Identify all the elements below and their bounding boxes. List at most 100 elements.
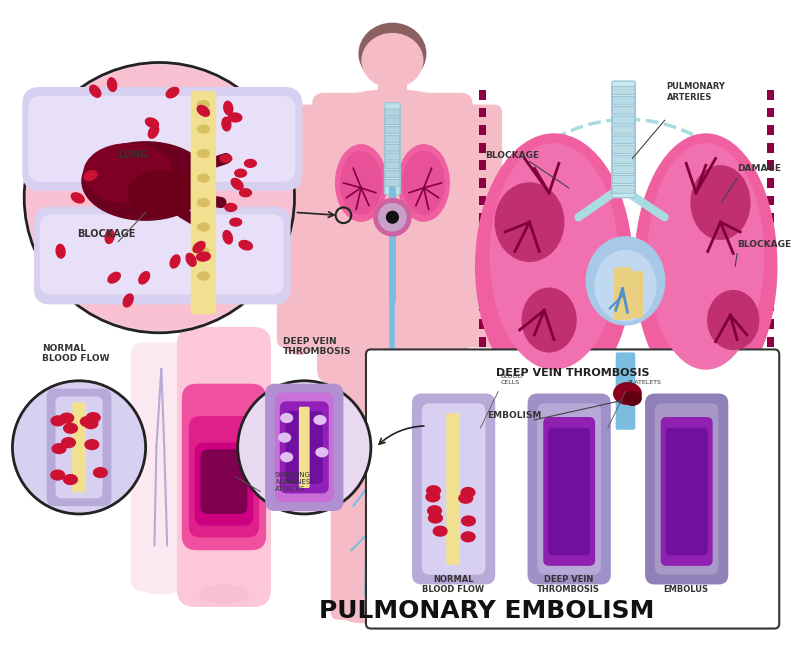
- FancyBboxPatch shape: [412, 393, 495, 585]
- FancyBboxPatch shape: [478, 213, 486, 223]
- FancyBboxPatch shape: [627, 271, 643, 318]
- FancyBboxPatch shape: [385, 467, 454, 620]
- Ellipse shape: [199, 585, 249, 603]
- FancyBboxPatch shape: [478, 266, 486, 276]
- FancyBboxPatch shape: [478, 160, 486, 171]
- FancyBboxPatch shape: [194, 443, 254, 526]
- FancyBboxPatch shape: [612, 146, 634, 154]
- Ellipse shape: [586, 237, 665, 325]
- Ellipse shape: [614, 382, 641, 404]
- FancyBboxPatch shape: [46, 389, 111, 506]
- FancyBboxPatch shape: [478, 231, 486, 241]
- Ellipse shape: [198, 125, 210, 133]
- Ellipse shape: [312, 90, 474, 158]
- Ellipse shape: [94, 468, 107, 477]
- FancyBboxPatch shape: [378, 84, 407, 112]
- FancyBboxPatch shape: [131, 342, 192, 591]
- Ellipse shape: [362, 34, 422, 87]
- FancyBboxPatch shape: [478, 249, 486, 258]
- Ellipse shape: [84, 171, 97, 181]
- Text: PLATELETS: PLATELETS: [627, 380, 662, 385]
- FancyBboxPatch shape: [478, 196, 486, 205]
- FancyBboxPatch shape: [478, 125, 486, 135]
- Ellipse shape: [142, 579, 181, 594]
- Ellipse shape: [231, 178, 243, 190]
- Ellipse shape: [374, 198, 411, 236]
- Ellipse shape: [429, 513, 442, 523]
- Ellipse shape: [139, 272, 150, 284]
- FancyBboxPatch shape: [766, 319, 774, 329]
- Ellipse shape: [225, 203, 237, 211]
- FancyBboxPatch shape: [284, 105, 334, 228]
- Ellipse shape: [107, 78, 117, 91]
- Ellipse shape: [341, 605, 390, 623]
- Text: LUNG: LUNG: [118, 151, 148, 160]
- FancyBboxPatch shape: [645, 393, 728, 585]
- FancyBboxPatch shape: [277, 205, 330, 348]
- Ellipse shape: [166, 87, 178, 98]
- FancyBboxPatch shape: [478, 372, 486, 382]
- FancyBboxPatch shape: [661, 417, 713, 566]
- Ellipse shape: [490, 144, 618, 369]
- FancyBboxPatch shape: [478, 178, 486, 188]
- FancyBboxPatch shape: [55, 397, 102, 498]
- Ellipse shape: [90, 85, 101, 98]
- Text: DEEP VEIN
THROMBOSIS: DEEP VEIN THROMBOSIS: [538, 575, 600, 594]
- Text: PULMONARY
ARTERIES: PULMONARY ARTERIES: [666, 82, 726, 101]
- Text: EMBOLUS: EMBOLUS: [664, 585, 709, 594]
- Text: PULMONARY EMBOLISM: PULMONARY EMBOLISM: [318, 599, 654, 623]
- FancyBboxPatch shape: [72, 402, 86, 492]
- FancyBboxPatch shape: [34, 207, 290, 304]
- Ellipse shape: [197, 105, 210, 116]
- FancyBboxPatch shape: [385, 180, 400, 187]
- Ellipse shape: [198, 150, 210, 158]
- Ellipse shape: [108, 273, 120, 283]
- FancyBboxPatch shape: [385, 127, 400, 134]
- Ellipse shape: [279, 433, 290, 442]
- FancyBboxPatch shape: [766, 425, 774, 435]
- Ellipse shape: [62, 438, 75, 448]
- Ellipse shape: [56, 244, 65, 258]
- FancyBboxPatch shape: [478, 337, 486, 346]
- FancyBboxPatch shape: [330, 467, 400, 620]
- Ellipse shape: [198, 198, 210, 207]
- FancyBboxPatch shape: [478, 425, 486, 435]
- Ellipse shape: [398, 145, 450, 221]
- FancyBboxPatch shape: [614, 267, 631, 320]
- Text: SWELLING
NUMBNESS
ATTACKS: SWELLING NUMBNESS ATTACKS: [275, 472, 314, 492]
- FancyBboxPatch shape: [612, 81, 635, 198]
- FancyBboxPatch shape: [766, 302, 774, 311]
- Circle shape: [13, 380, 146, 514]
- Ellipse shape: [462, 516, 475, 526]
- FancyBboxPatch shape: [366, 349, 779, 629]
- FancyBboxPatch shape: [385, 153, 400, 160]
- FancyBboxPatch shape: [317, 276, 468, 384]
- FancyBboxPatch shape: [612, 185, 634, 193]
- FancyBboxPatch shape: [766, 355, 774, 364]
- Ellipse shape: [82, 142, 210, 220]
- FancyBboxPatch shape: [478, 284, 486, 294]
- Ellipse shape: [198, 223, 210, 231]
- FancyBboxPatch shape: [766, 231, 774, 241]
- FancyBboxPatch shape: [312, 93, 473, 312]
- Text: DEEP VEIN THROMBOSIS: DEEP VEIN THROMBOSIS: [496, 368, 650, 378]
- FancyBboxPatch shape: [548, 428, 590, 555]
- Text: BLOCKAGE: BLOCKAGE: [737, 240, 791, 249]
- FancyBboxPatch shape: [286, 411, 323, 484]
- Circle shape: [27, 65, 291, 330]
- Ellipse shape: [148, 125, 158, 138]
- Ellipse shape: [230, 218, 242, 226]
- Ellipse shape: [359, 23, 426, 84]
- Ellipse shape: [197, 252, 210, 261]
- FancyBboxPatch shape: [182, 384, 266, 550]
- FancyBboxPatch shape: [451, 105, 502, 228]
- Ellipse shape: [81, 417, 94, 426]
- Ellipse shape: [459, 494, 473, 503]
- Text: BLOOD
CELLS: BLOOD CELLS: [500, 374, 522, 385]
- FancyBboxPatch shape: [177, 327, 271, 607]
- Text: EMBOLISM: EMBOLISM: [487, 411, 542, 420]
- Ellipse shape: [476, 134, 632, 399]
- Ellipse shape: [223, 231, 232, 244]
- FancyBboxPatch shape: [612, 165, 634, 174]
- FancyBboxPatch shape: [612, 176, 634, 183]
